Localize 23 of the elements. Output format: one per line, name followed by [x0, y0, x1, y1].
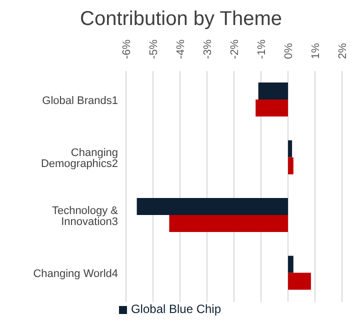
x-tick-label: -6%	[121, 39, 133, 59]
x-tick-label: -2%	[229, 39, 241, 59]
legend-label: Global Blue Chip	[130, 302, 222, 316]
x-tick-label: -4%	[175, 39, 187, 59]
y-tick-label: Technology & Innovation3	[52, 204, 119, 228]
chart-title: Contribution by Theme	[79, 8, 283, 31]
y-tick-label: Changing Demographics2	[40, 147, 118, 170]
x-tick-label: -3%	[202, 39, 214, 59]
bar	[256, 100, 288, 117]
x-tick-label: 0%	[283, 42, 295, 59]
y-tick-label: Global Brands1	[42, 94, 118, 107]
bar	[288, 272, 311, 290]
x-tick-label: -5%	[148, 39, 160, 59]
y-tick-label: Changing World4	[33, 268, 118, 280]
x-tick-label: 1%	[310, 42, 322, 59]
bar	[288, 256, 294, 273]
bar	[136, 198, 288, 216]
bar	[288, 140, 292, 158]
bar	[288, 157, 294, 174]
bar	[258, 82, 288, 100]
x-tick-label: 2%	[337, 42, 349, 59]
bar	[169, 215, 288, 232]
x-tick-label: -1%	[256, 39, 268, 59]
